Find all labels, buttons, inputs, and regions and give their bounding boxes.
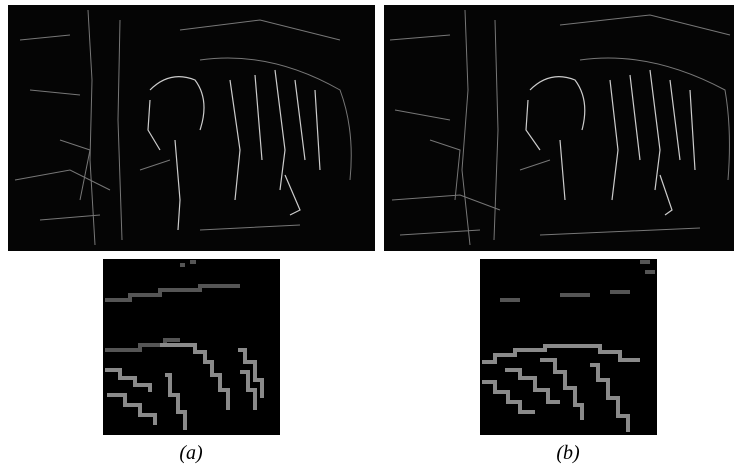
crop-b <box>480 259 657 435</box>
image-background <box>8 5 375 251</box>
edge-map-b <box>384 5 734 251</box>
crop-a <box>103 259 280 435</box>
panel-caption: (a) <box>179 442 203 464</box>
image-background <box>384 5 734 251</box>
panel-caption: (b) <box>556 442 580 464</box>
edge-map-a <box>8 5 375 251</box>
page: (a) (b) (() => { const data = JSON.parse… <box>0 0 741 472</box>
figure: (a) (b) <box>0 0 741 472</box>
